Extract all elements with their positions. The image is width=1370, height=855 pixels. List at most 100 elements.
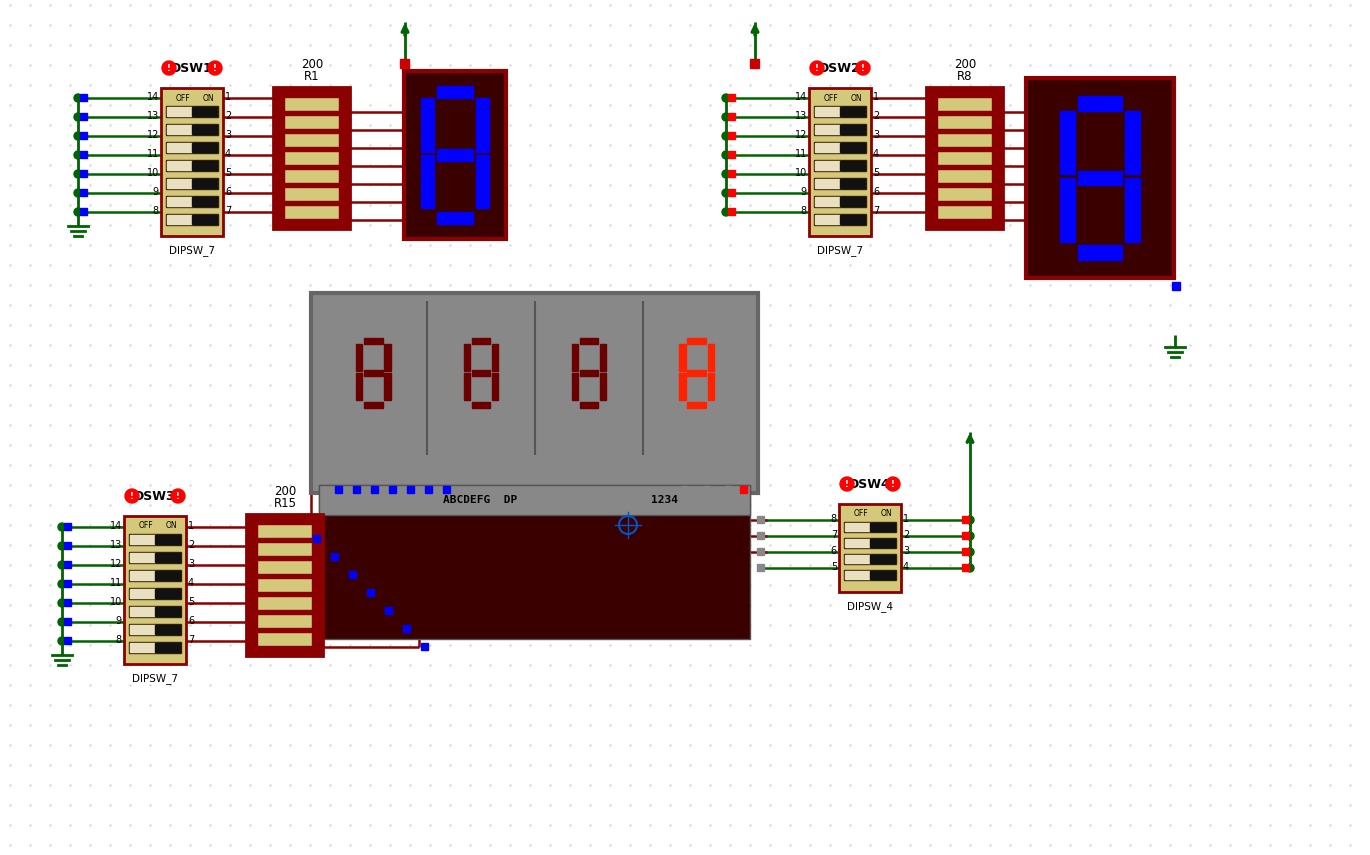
Bar [64, 561, 71, 568]
Text: DSW1: DSW1 [171, 62, 212, 74]
Bar [79, 132, 88, 139]
Bar [437, 149, 473, 161]
Bar [192, 197, 216, 205]
Circle shape [58, 561, 66, 569]
Text: !: ! [815, 63, 819, 73]
Bar [844, 538, 896, 548]
Bar [192, 161, 216, 169]
Bar [371, 486, 378, 493]
Text: 10: 10 [147, 168, 159, 178]
Bar [1078, 171, 1122, 186]
Bar [311, 293, 759, 493]
Bar [426, 486, 433, 493]
Bar [421, 643, 427, 650]
Bar [814, 141, 866, 152]
Text: !: ! [167, 63, 171, 73]
Bar [312, 535, 321, 542]
Bar [680, 373, 686, 400]
Bar [962, 548, 969, 555]
Text: 7: 7 [830, 530, 837, 540]
Bar [437, 211, 473, 224]
Text: 7: 7 [873, 206, 880, 216]
Text: 11: 11 [147, 149, 159, 159]
Text: ON: ON [880, 510, 892, 518]
Text: 6: 6 [830, 546, 837, 556]
Bar [285, 169, 340, 183]
Bar [727, 113, 734, 120]
Bar [704, 486, 711, 493]
Circle shape [74, 113, 82, 121]
Bar [870, 571, 895, 579]
Bar [741, 486, 748, 493]
Text: 4: 4 [225, 149, 232, 159]
Bar [130, 624, 155, 634]
Bar [870, 555, 895, 563]
Text: !: ! [890, 480, 895, 488]
Bar [258, 542, 312, 556]
Bar [155, 534, 179, 544]
Text: DIPSW_7: DIPSW_7 [817, 245, 863, 256]
Bar [571, 373, 578, 400]
Text: 8: 8 [801, 206, 807, 216]
Circle shape [856, 61, 870, 75]
Circle shape [966, 516, 974, 524]
Bar [840, 179, 864, 187]
Bar [1125, 111, 1140, 174]
Text: 4: 4 [903, 562, 910, 572]
Text: OFF: OFF [138, 522, 153, 530]
Text: 12: 12 [147, 130, 159, 140]
Bar [130, 642, 155, 652]
Text: R8: R8 [958, 70, 973, 83]
Bar [1078, 96, 1122, 111]
Text: !: ! [862, 63, 864, 73]
Bar [580, 402, 599, 408]
Bar [962, 516, 969, 523]
Bar [758, 548, 764, 555]
Bar [840, 197, 864, 205]
Bar [166, 160, 218, 170]
Bar [477, 98, 489, 152]
Text: ON: ON [851, 93, 862, 103]
Circle shape [208, 61, 222, 75]
Bar [162, 88, 223, 236]
Bar [166, 141, 218, 152]
Text: DIPSW_7: DIPSW_7 [132, 673, 178, 684]
Bar [258, 632, 312, 646]
Bar [840, 161, 864, 169]
Bar [285, 133, 340, 147]
Bar [727, 189, 734, 196]
Bar [492, 345, 499, 371]
Circle shape [722, 189, 730, 197]
Text: 1: 1 [903, 514, 910, 524]
Text: 2: 2 [903, 530, 910, 540]
Bar [166, 214, 218, 225]
Bar [166, 105, 218, 116]
Bar [155, 588, 179, 598]
Text: 9: 9 [153, 187, 159, 197]
Text: 3: 3 [903, 546, 910, 556]
Bar [727, 132, 734, 139]
Bar [129, 551, 181, 563]
Bar [844, 554, 896, 564]
Bar [130, 588, 155, 598]
Bar [79, 208, 88, 215]
Text: 11: 11 [795, 149, 807, 159]
Bar [471, 402, 490, 408]
Text: 11: 11 [110, 578, 122, 588]
Bar [937, 115, 992, 129]
Text: 200: 200 [954, 58, 975, 71]
Bar [962, 564, 969, 571]
Circle shape [966, 532, 974, 540]
Bar [404, 71, 506, 239]
Text: 12: 12 [110, 559, 122, 569]
Bar [353, 486, 360, 493]
Circle shape [966, 564, 974, 572]
Bar [407, 486, 415, 493]
Bar [464, 345, 470, 371]
Bar [367, 589, 374, 596]
Text: 7: 7 [188, 635, 195, 645]
Circle shape [125, 489, 138, 503]
Bar [758, 516, 764, 523]
Bar [192, 125, 216, 133]
Bar [258, 560, 312, 574]
